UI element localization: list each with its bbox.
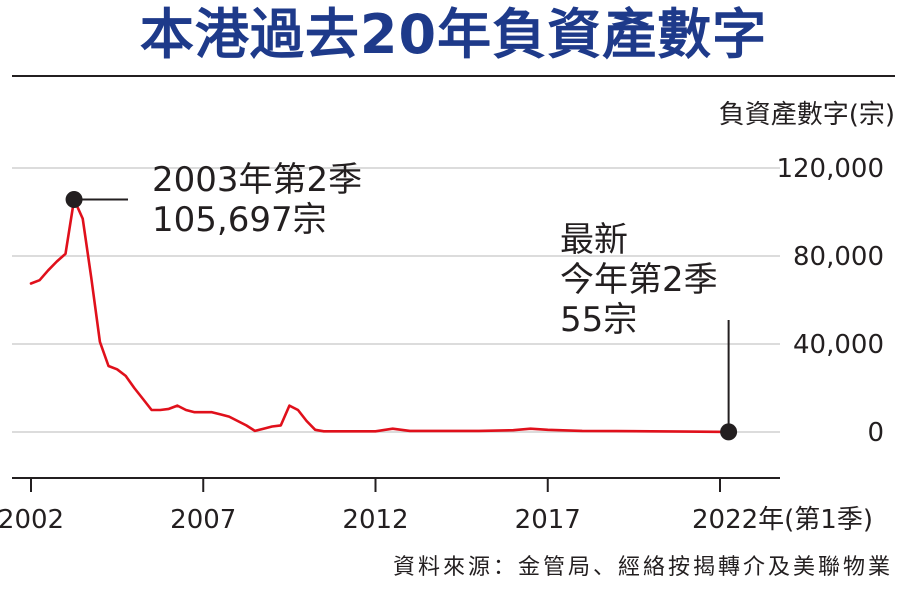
peak-annotation-line-1: 2003年第2季 [152,160,363,200]
y-axis-label: 負資產數字(宗) [718,100,895,130]
y-tick-label: 120,000 [776,154,884,184]
y-tick-label: 0 [867,418,884,448]
peak-annotation-line-2: 105,697宗 [152,200,327,240]
annotation-leaders [74,198,730,432]
chart-title: 本港過去20年負資產數字 [139,3,768,66]
peak-marker [65,190,83,208]
latest-annotation: 最新 今年第2季 55宗 [560,220,718,340]
annotation-markers [65,190,738,441]
latest-annotation-line-2: 今年第2季 [560,260,718,300]
x-tick-label: 2002 [0,505,64,535]
latest-annotation-line-1: 最新 [560,220,628,260]
title-divider [12,75,895,77]
x-axis-ticks: 2002 2007 2012 2017 2022年(第1季) [0,478,873,535]
latest-marker [720,423,738,441]
x-tick-label: 2017 [515,505,581,535]
x-tick-label: 2007 [170,505,236,535]
peak-annotation: 2003年第2季 105,697宗 [152,160,362,240]
source-note: 資料來源：金管局、經絡按揭轉介及美聯物業 [392,555,893,580]
x-tick-label: 2012 [342,505,408,535]
series-line [29,198,730,434]
y-axis-ticks: 0 40,000 80,000 120,000 [776,154,884,448]
y-tick-label: 40,000 [793,330,884,360]
latest-annotation-line-3: 55宗 [560,300,638,340]
x-tick-label: 2022年(第1季) [692,505,873,535]
y-tick-label: 80,000 [793,242,884,272]
